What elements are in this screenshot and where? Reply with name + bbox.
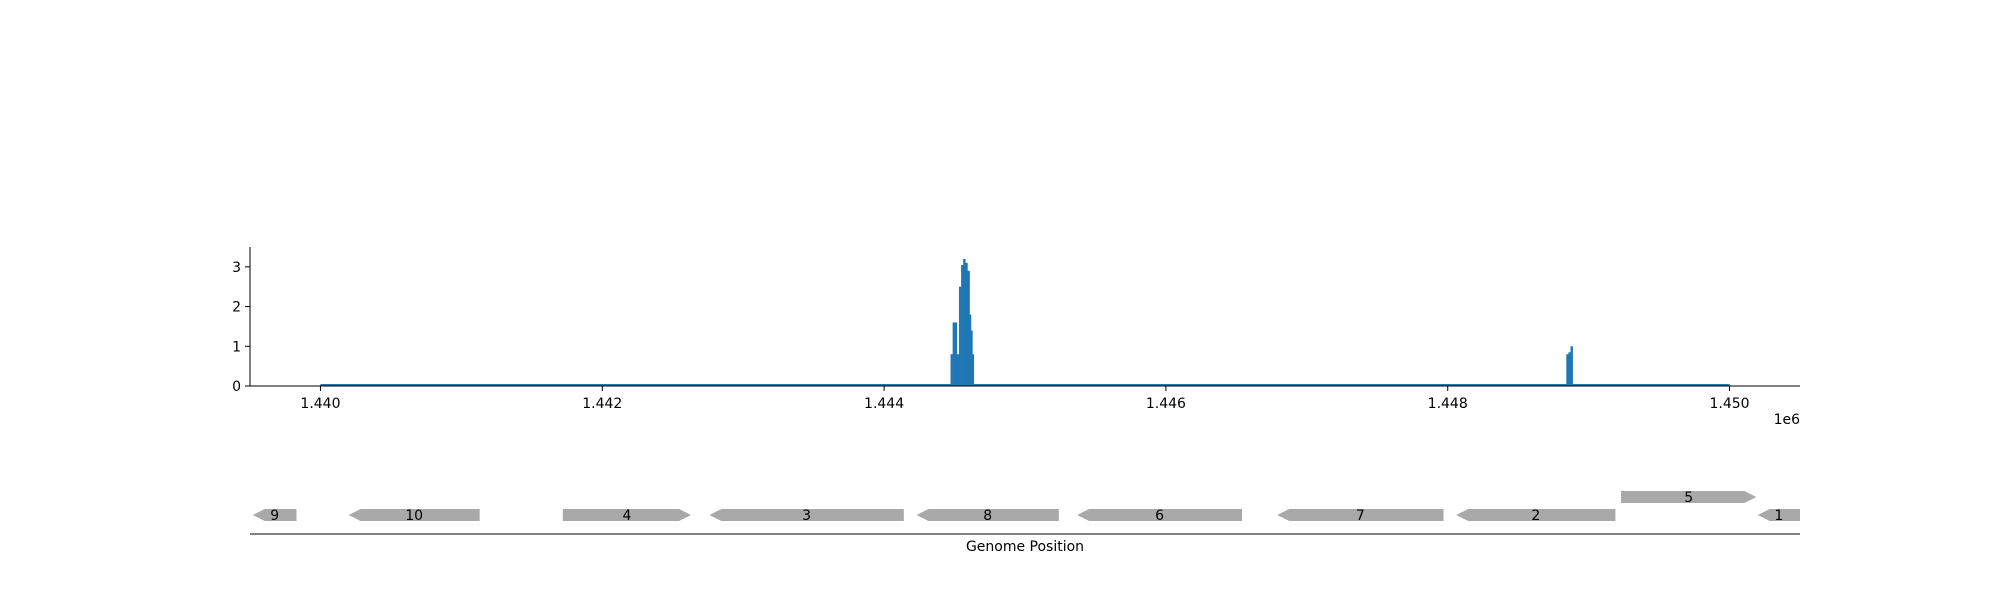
gene-arrow (562, 509, 692, 521)
x-tick-label: 1.448 (1428, 396, 1468, 412)
coverage-bar (1566, 354, 1569, 386)
gene-arrow (1621, 491, 1757, 503)
gene-arrow (1757, 509, 1800, 521)
gene-arrow (1456, 509, 1616, 521)
gene-arrow (348, 509, 480, 521)
gene-label: 8 (983, 508, 992, 524)
coverage-plot: 1.440 1.442 1.444 1.446 1.448 1.450 0 1 2 3 1e6 (232, 247, 1800, 428)
coverage-bar (952, 322, 956, 386)
coverage-bar (970, 330, 973, 386)
x-tick-label: 1.450 (1709, 396, 1749, 412)
coverage-bar (954, 322, 958, 386)
x-tick-label: 1.440 (300, 396, 340, 412)
y-tick-label: 1 (232, 339, 241, 355)
coverage-bar (1570, 346, 1573, 386)
gene-track: 9 10 4 3 8 6 7 2 5 1 Genome Position (250, 490, 1800, 555)
gene-label: 10 (405, 508, 423, 524)
gene-label: 6 (1155, 508, 1164, 524)
gene-label: 9 (270, 508, 279, 524)
gene-arrows: 9 10 4 3 8 6 7 2 5 1 (252, 490, 1800, 524)
x-axis-title: Genome Position (966, 539, 1084, 555)
gene-arrow (916, 509, 1059, 521)
coverage-bar (1568, 352, 1571, 386)
coverage-bar (965, 262, 968, 386)
x-tick-label: 1.444 (864, 396, 904, 412)
gene-label: 2 (1531, 508, 1540, 524)
y-tick-label: 3 (232, 260, 241, 276)
gene-label: 7 (1356, 508, 1365, 524)
y-tick-label: 2 (232, 300, 241, 316)
x-axis-ticks: 1.440 1.442 1.444 1.446 1.448 1.450 (300, 386, 1750, 412)
coverage-bar (961, 264, 964, 386)
gene-arrow (1277, 509, 1444, 521)
coverage-bar (956, 354, 960, 386)
gene-label: 1 (1774, 508, 1783, 524)
gene-arrow (252, 509, 297, 521)
y-axis-ticks: 0 1 2 3 (232, 260, 250, 395)
gene-label: 3 (802, 508, 811, 524)
coverage-bar (958, 286, 962, 386)
gene-arrow (709, 509, 904, 521)
coverage-bar (967, 270, 970, 386)
coverage-bars (950, 258, 1573, 386)
x-tick-label: 1.442 (582, 396, 622, 412)
gene-label: 5 (1684, 490, 1693, 506)
coverage-bar (963, 258, 966, 386)
y-tick-label: 0 (232, 379, 241, 395)
gene-label: 4 (622, 508, 631, 524)
coverage-bar (971, 354, 975, 386)
gene-arrow (1077, 509, 1242, 521)
x-tick-label: 1.446 (1146, 396, 1186, 412)
x-offset-label: 1e6 (1774, 412, 1801, 428)
coverage-bar (950, 354, 953, 386)
coverage-bar (968, 314, 972, 386)
